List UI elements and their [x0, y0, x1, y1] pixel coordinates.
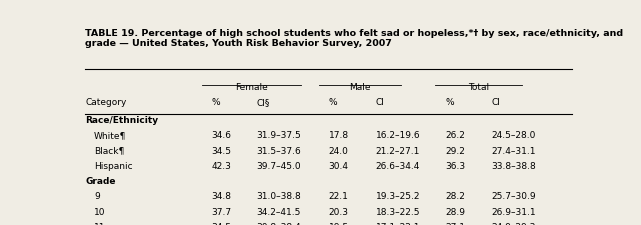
Text: 34.5: 34.5: [212, 147, 232, 156]
Text: 31.0–38.8: 31.0–38.8: [256, 192, 301, 201]
Text: White¶: White¶: [94, 131, 126, 140]
Text: CI: CI: [376, 98, 385, 107]
Text: %: %: [212, 98, 221, 107]
Text: 18.3–22.5: 18.3–22.5: [376, 208, 420, 217]
Text: Black¶: Black¶: [94, 147, 124, 156]
Text: 36.3: 36.3: [445, 162, 465, 171]
Text: Race/Ethnicity: Race/Ethnicity: [85, 116, 158, 125]
Text: 28.2: 28.2: [445, 192, 465, 201]
Text: TABLE 19. Percentage of high school students who felt sad or hopeless,*† by sex,: TABLE 19. Percentage of high school stud…: [85, 29, 623, 48]
Text: 31.9–37.5: 31.9–37.5: [256, 131, 301, 140]
Text: 26.9–31.1: 26.9–31.1: [492, 208, 536, 217]
Text: 28.9: 28.9: [445, 208, 465, 217]
Text: 27.1: 27.1: [445, 223, 465, 225]
Text: 17.8: 17.8: [328, 131, 349, 140]
Text: 34.6: 34.6: [212, 131, 232, 140]
Text: 25.7–30.9: 25.7–30.9: [492, 192, 536, 201]
Text: 30.8–38.4: 30.8–38.4: [256, 223, 301, 225]
Text: 26.6–34.4: 26.6–34.4: [376, 162, 420, 171]
Text: 21.2–27.1: 21.2–27.1: [376, 147, 420, 156]
Text: 34.2–41.5: 34.2–41.5: [256, 208, 301, 217]
Text: Grade: Grade: [85, 177, 115, 186]
Text: 11: 11: [94, 223, 106, 225]
Text: 16.2–19.6: 16.2–19.6: [376, 131, 420, 140]
Text: 42.3: 42.3: [212, 162, 231, 171]
Text: 34.8: 34.8: [212, 192, 232, 201]
Text: 34.5: 34.5: [212, 223, 232, 225]
Text: 19.3–25.2: 19.3–25.2: [376, 192, 420, 201]
Text: 33.8–38.8: 33.8–38.8: [492, 162, 537, 171]
Text: %: %: [445, 98, 454, 107]
Text: %: %: [328, 98, 337, 107]
Text: 22.1: 22.1: [328, 192, 349, 201]
Text: 17.1–22.1: 17.1–22.1: [376, 223, 420, 225]
Text: Total: Total: [468, 83, 489, 92]
Text: CI: CI: [492, 98, 501, 107]
Text: 29.2: 29.2: [445, 147, 465, 156]
Text: Male: Male: [349, 83, 370, 92]
Text: 24.9–29.3: 24.9–29.3: [492, 223, 536, 225]
Text: 20.3: 20.3: [328, 208, 349, 217]
Text: 39.7–45.0: 39.7–45.0: [256, 162, 301, 171]
Text: 19.5: 19.5: [328, 223, 349, 225]
Text: 37.7: 37.7: [212, 208, 232, 217]
Text: 27.4–31.1: 27.4–31.1: [492, 147, 536, 156]
Text: 30.4: 30.4: [328, 162, 349, 171]
Text: 26.2: 26.2: [445, 131, 465, 140]
Text: 24.5–28.0: 24.5–28.0: [492, 131, 536, 140]
Text: 31.5–37.6: 31.5–37.6: [256, 147, 301, 156]
Text: Category: Category: [85, 98, 126, 107]
Text: CI§: CI§: [256, 98, 270, 107]
Text: 10: 10: [94, 208, 106, 217]
Text: Hispanic: Hispanic: [94, 162, 133, 171]
Text: 24.0: 24.0: [328, 147, 349, 156]
Text: 9: 9: [94, 192, 100, 201]
Text: Female: Female: [235, 83, 268, 92]
